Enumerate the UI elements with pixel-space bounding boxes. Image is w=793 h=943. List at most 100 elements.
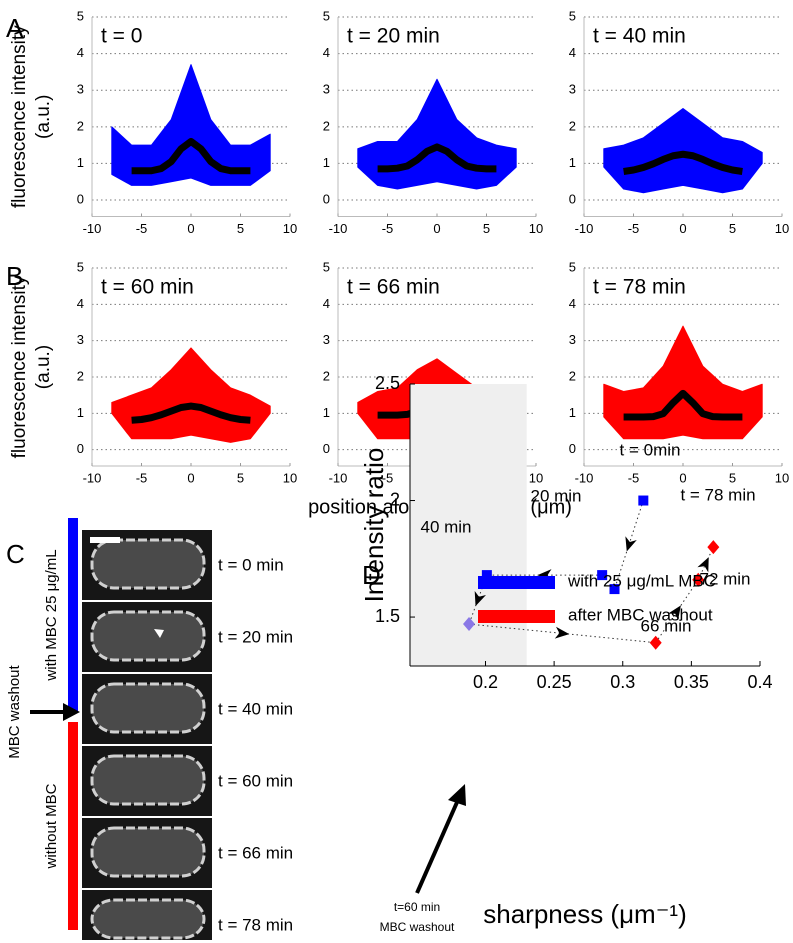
y-tick-label: 5 — [569, 259, 576, 274]
x-tick-label: 5 — [237, 470, 244, 485]
x-tick-label: 0.3 — [610, 672, 635, 692]
trace-band — [111, 347, 271, 443]
x-tick-label: -10 — [329, 221, 348, 236]
chart-title: t = 78 min — [593, 276, 686, 299]
y-tick-label: 3 — [569, 332, 576, 347]
chart-title: t = 66 min — [347, 276, 440, 299]
x-tick-label: 10 — [529, 221, 543, 236]
legend-label: after MBC washout — [568, 605, 713, 624]
annotation: MBC washout — [380, 920, 455, 934]
y-tick-label: 2 — [323, 368, 330, 383]
y-tick-label: 4 — [323, 296, 330, 311]
x-tick-label: -5 — [628, 221, 640, 236]
x-tick-label: 0 — [187, 221, 194, 236]
untreated-label: without MBC — [43, 783, 60, 869]
y-tick-label: 0 — [323, 441, 330, 456]
y-axis-label: Intensity ratio — [359, 448, 389, 603]
chart-title: t = 40 min — [593, 25, 686, 48]
x-tick-label: 10 — [529, 470, 543, 485]
x-tick-label: -10 — [83, 470, 102, 485]
annotation: 66 min — [640, 616, 691, 635]
point — [692, 572, 705, 587]
y-tick-label: 4 — [323, 45, 330, 60]
x-tick-label: 10 — [283, 221, 297, 236]
time-label: t = 20 min — [218, 627, 293, 646]
cell — [90, 754, 206, 806]
y-tick-label: 1.5 — [375, 606, 400, 626]
y-tick-label: 3 — [77, 82, 84, 97]
y-tick-label: 1 — [569, 155, 576, 170]
chart-title: t = 60 min — [101, 276, 194, 299]
y-tick-label: 2.5 — [375, 373, 400, 393]
x-tick-label: 0.4 — [747, 672, 772, 692]
y-tick-label: 5 — [323, 8, 330, 23]
untreated-bar — [68, 722, 78, 930]
trace-band — [603, 325, 763, 440]
annotation: t=60 min — [394, 900, 440, 914]
fit-line — [131, 402, 251, 424]
trajectory-arrow — [474, 590, 486, 607]
time-label: t = 40 min — [218, 699, 293, 718]
y-tick-label: 4 — [77, 296, 84, 311]
trajectory-arrow — [625, 536, 637, 552]
y-tick-label: 2 — [390, 489, 400, 509]
time-label: t = 78 min — [218, 915, 293, 934]
x-tick-label: 0 — [187, 470, 194, 485]
x-tick-label: -5 — [136, 221, 148, 236]
event-label: MBC washout — [6, 664, 23, 758]
y-tick-label: 5 — [323, 259, 330, 274]
point — [597, 570, 608, 581]
marker-arrowhead — [154, 629, 164, 638]
x-tick-label: 5 — [729, 470, 736, 485]
point — [481, 570, 492, 581]
y-tick-label: 1 — [323, 405, 330, 420]
y-tick-label: 4 — [77, 45, 84, 60]
time-label: t = 60 min — [218, 771, 293, 790]
y-tick-label: 2 — [77, 118, 84, 133]
trajectory-arrow — [697, 557, 709, 573]
event-arrow-head — [63, 703, 80, 721]
y-tick-label: 0 — [569, 191, 576, 206]
fit-line — [377, 143, 497, 173]
chart-title: t = 20 min — [347, 25, 440, 48]
y-tick-label: 5 — [569, 8, 576, 23]
y-tick-label: 1 — [569, 405, 576, 420]
point — [463, 617, 476, 632]
legend-swatch — [478, 610, 555, 623]
annotation: t = 78 min — [680, 485, 755, 504]
y-tick-label: 0 — [77, 191, 84, 206]
x-tick-label: -10 — [329, 470, 348, 485]
y-axis-label: fluorescence intensity — [9, 25, 30, 208]
y-tick-label: 3 — [569, 82, 576, 97]
scale-bar — [90, 537, 120, 543]
y-tick-label: 5 — [77, 8, 84, 23]
x-tick-label: -5 — [382, 221, 394, 236]
trace-band — [357, 78, 517, 190]
point — [609, 584, 620, 595]
x-tick-label: 0.35 — [674, 672, 709, 692]
cell — [90, 898, 206, 940]
x-tick-label: 10 — [283, 470, 297, 485]
point — [707, 540, 720, 555]
y-tick-label: 0 — [569, 441, 576, 456]
trajectory-arrow — [554, 626, 570, 639]
panel-label: B — [6, 261, 23, 291]
fit-line — [131, 137, 251, 175]
trace-band — [111, 64, 271, 186]
y-tick-label: 5 — [77, 259, 84, 274]
x-tick-label: -10 — [83, 221, 102, 236]
panel-label: A — [6, 13, 24, 43]
y-axis-label: (a.u.) — [33, 95, 54, 139]
x-tick-label: 5 — [483, 221, 490, 236]
y-tick-label: 2 — [569, 368, 576, 383]
x-tick-label: 0.2 — [473, 672, 498, 692]
y-axis-label: (a.u.) — [33, 345, 54, 389]
x-tick-label: 0.25 — [537, 672, 572, 692]
time-label: t = 0 min — [218, 555, 284, 574]
y-tick-label: 1 — [77, 405, 84, 420]
annotation: 72 min — [699, 569, 750, 588]
treated-label: with MBC 25 μg/mL — [43, 549, 60, 681]
chart-title: t = 0 — [101, 25, 142, 48]
legend-label: with 25 μg/mL MBC — [567, 571, 716, 590]
